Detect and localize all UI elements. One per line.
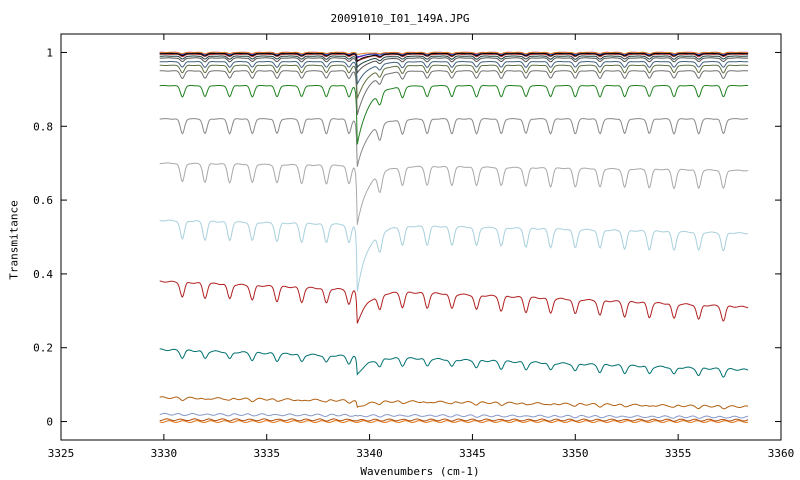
x-tick-label: 3335 xyxy=(253,447,280,460)
series-line xyxy=(159,118,749,167)
series-line xyxy=(159,85,749,145)
y-tick-label: 0.6 xyxy=(33,194,53,207)
x-axis-label: Wavenumbers (cm-1) xyxy=(360,465,480,478)
series-line xyxy=(159,57,749,75)
series-line xyxy=(159,51,749,55)
series-line xyxy=(159,418,749,422)
x-tick-label: 3355 xyxy=(665,447,692,460)
y-tick-label: 0.2 xyxy=(33,342,53,355)
series-line xyxy=(159,64,749,99)
y-tick-label: 0 xyxy=(46,416,53,429)
x-tick-label: 3350 xyxy=(562,447,589,460)
plot-frame xyxy=(60,33,782,441)
series-line xyxy=(159,412,749,419)
series-line xyxy=(159,162,749,225)
series-line xyxy=(159,219,749,292)
series-line xyxy=(159,70,749,116)
series-line xyxy=(159,60,749,86)
y-tick-label: 0.4 xyxy=(33,268,53,281)
series-line xyxy=(159,55,749,69)
series-line xyxy=(159,348,749,378)
chart-title: 20091010_I01_149A.JPG xyxy=(330,12,470,25)
axis-layer: 3325 3330 3335 3340 3345 3350 3355 3360 0 0.2 0.4 0… xyxy=(33,34,794,460)
series-line xyxy=(159,52,749,62)
x-tick-label: 3340 xyxy=(356,447,383,460)
series-line xyxy=(159,52,749,58)
y-tick-label: 0.8 xyxy=(33,120,53,133)
x-tick-label: 3330 xyxy=(151,447,178,460)
y-tick-label: 1 xyxy=(46,46,53,59)
x-tick-label: 3345 xyxy=(459,447,486,460)
series-line xyxy=(159,280,749,324)
x-tick-label: 3325 xyxy=(48,447,75,460)
series-layer xyxy=(159,51,749,423)
series-line xyxy=(159,396,749,410)
series-line xyxy=(159,420,749,423)
x-tick-label: 3360 xyxy=(768,447,795,460)
